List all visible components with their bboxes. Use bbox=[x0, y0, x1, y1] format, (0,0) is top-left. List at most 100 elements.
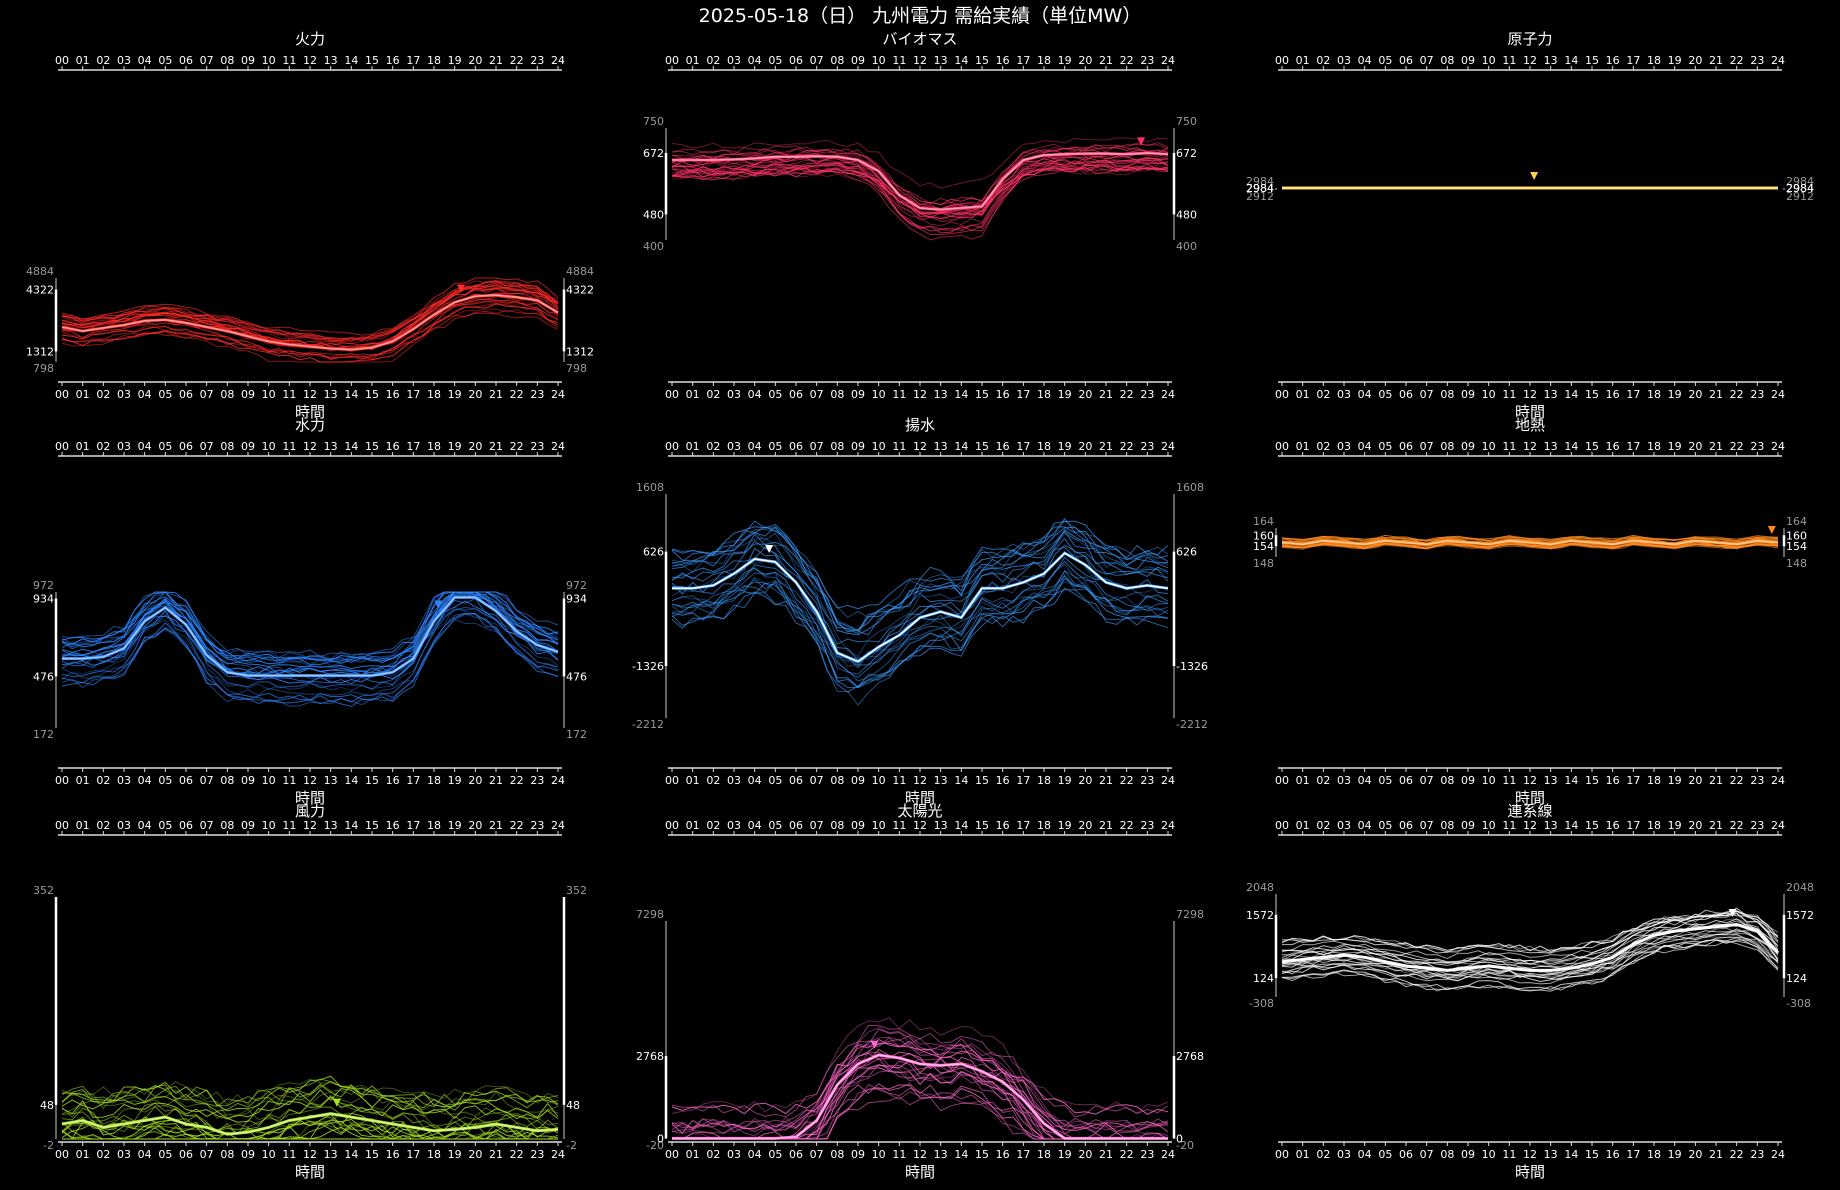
top-hour-label: 16 bbox=[1606, 440, 1620, 453]
y-today-max-label: 934 bbox=[33, 592, 54, 605]
series-other-day bbox=[671, 576, 1169, 663]
series-other-day bbox=[671, 159, 1169, 216]
top-hour-label: 12 bbox=[1523, 54, 1537, 67]
series-other-day bbox=[61, 1096, 559, 1135]
bottom-hour-label: 18 bbox=[1647, 774, 1661, 787]
panel-title: 原子力 bbox=[1507, 30, 1552, 48]
bottom-hour-label: 02 bbox=[1316, 774, 1330, 787]
y-today-max-label: 1572 bbox=[1786, 909, 1814, 922]
top-hour-label: 13 bbox=[324, 440, 338, 453]
bottom-hour-label: 12 bbox=[913, 388, 927, 401]
top-hour-label: 07 bbox=[200, 54, 214, 67]
bottom-hour-label: 14 bbox=[954, 774, 968, 787]
top-hour-label: 11 bbox=[892, 440, 906, 453]
bottom-hour-label: 23 bbox=[1140, 774, 1154, 787]
bottom-hour-label: 02 bbox=[96, 388, 110, 401]
bottom-hour-label: 17 bbox=[1016, 774, 1030, 787]
bottom-hour-label: 10 bbox=[1482, 1148, 1496, 1161]
top-hour-label: 24 bbox=[1161, 54, 1175, 67]
top-hour-label: 10 bbox=[872, 440, 886, 453]
top-hour-label: 19 bbox=[448, 819, 462, 832]
bottom-hour-label: 15 bbox=[365, 388, 379, 401]
top-hour-label: 13 bbox=[324, 54, 338, 67]
series-other-day bbox=[671, 1034, 1169, 1137]
top-hour-label: 01 bbox=[76, 819, 90, 832]
series-other-day bbox=[61, 612, 559, 707]
top-hour-label: 13 bbox=[934, 440, 948, 453]
top-hour-label: 09 bbox=[241, 440, 255, 453]
bottom-hour-label: 21 bbox=[1709, 774, 1723, 787]
bottom-hour-label: 04 bbox=[748, 388, 762, 401]
bottom-hour-label: 06 bbox=[1399, 774, 1413, 787]
top-hour-label: 20 bbox=[1078, 819, 1092, 832]
top-hour-label: 03 bbox=[1337, 54, 1351, 67]
top-hour-label: 11 bbox=[282, 819, 296, 832]
y-today-min-label: 0 bbox=[657, 1132, 664, 1145]
bottom-hour-label: 16 bbox=[386, 774, 400, 787]
bottom-hour-label: 10 bbox=[1482, 774, 1496, 787]
top-hour-label: 06 bbox=[1399, 819, 1413, 832]
bottom-hour-label: 08 bbox=[1440, 388, 1454, 401]
y-today-min-label: 476 bbox=[566, 670, 587, 683]
bottom-hour-label: 15 bbox=[975, 774, 989, 787]
bottom-hour-label: 20 bbox=[1688, 774, 1702, 787]
y-max-label: 972 bbox=[566, 579, 587, 592]
top-hour-label: 04 bbox=[138, 819, 152, 832]
top-hour-label: 11 bbox=[892, 54, 906, 67]
bottom-hour-label: 04 bbox=[1358, 774, 1372, 787]
bottom-hour-label: 09 bbox=[1461, 388, 1475, 401]
top-hour-label: 20 bbox=[468, 819, 482, 832]
panel-title: 太陽光 bbox=[897, 802, 942, 820]
top-hour-label: 24 bbox=[551, 54, 565, 67]
bottom-hour-label: 10 bbox=[1482, 388, 1496, 401]
series-other-day bbox=[671, 143, 1169, 205]
top-hour-label: 02 bbox=[96, 54, 110, 67]
panel-8: 連系線 00 01 02 03 04 05 06 07 08 09 10 11 12 13 14 15 16 17 1… bbox=[1246, 802, 1814, 1181]
top-hour-label: 24 bbox=[1771, 440, 1785, 453]
bottom-hour-label: 17 bbox=[1626, 388, 1640, 401]
bottom-hour-label: 15 bbox=[1585, 388, 1599, 401]
top-hour-label: 18 bbox=[1037, 819, 1051, 832]
bottom-hour-label: 12 bbox=[303, 774, 317, 787]
top-hour-label: 03 bbox=[117, 440, 131, 453]
bottom-hour-label: 23 bbox=[1750, 774, 1764, 787]
series-other-day bbox=[61, 1082, 559, 1118]
bottom-hour-label: 18 bbox=[427, 774, 441, 787]
top-hour-label: 08 bbox=[830, 54, 844, 67]
bottom-hour-label: 16 bbox=[1606, 1148, 1620, 1161]
top-hour-label: 04 bbox=[748, 440, 762, 453]
top-hour-label: 11 bbox=[282, 440, 296, 453]
top-hour-label: 18 bbox=[1037, 440, 1051, 453]
bottom-hour-label: 22 bbox=[1730, 774, 1744, 787]
bottom-hour-label: 03 bbox=[1337, 1148, 1351, 1161]
y-min-label: 172 bbox=[566, 728, 587, 741]
peak-marker bbox=[1530, 172, 1539, 180]
bottom-hour-label: 19 bbox=[448, 388, 462, 401]
top-hour-label: 00 bbox=[1275, 440, 1289, 453]
top-hour-label: 23 bbox=[1750, 819, 1764, 832]
series-other-day bbox=[61, 284, 559, 342]
top-hour-label: 04 bbox=[138, 440, 152, 453]
bottom-hour-label: 02 bbox=[706, 388, 720, 401]
bottom-hour-label: 09 bbox=[241, 774, 255, 787]
top-hour-label: 20 bbox=[1688, 819, 1702, 832]
top-hour-label: 02 bbox=[1316, 54, 1330, 67]
top-hour-label: 17 bbox=[1016, 440, 1030, 453]
bottom-hour-label: 10 bbox=[872, 388, 886, 401]
y-max-label: 164 bbox=[1786, 515, 1807, 528]
bottom-hour-label: 03 bbox=[1337, 774, 1351, 787]
bottom-hour-label: 02 bbox=[96, 774, 110, 787]
series-other-day bbox=[61, 591, 559, 665]
y-min-label: -20 bbox=[1176, 1139, 1194, 1152]
top-hour-label: 09 bbox=[241, 819, 255, 832]
panel-title: 地熱 bbox=[1515, 416, 1545, 434]
top-hour-label: 01 bbox=[1296, 54, 1310, 67]
top-hour-label: 23 bbox=[1140, 54, 1154, 67]
series-other-day bbox=[1281, 937, 1779, 990]
series-other-day bbox=[671, 589, 1169, 689]
y-max-label: 352 bbox=[566, 884, 587, 897]
bottom-hour-label: 24 bbox=[1771, 388, 1785, 401]
bottom-hour-label: 14 bbox=[344, 1148, 358, 1161]
peak-marker bbox=[765, 545, 774, 554]
bottom-hour-label: 21 bbox=[1709, 1148, 1723, 1161]
